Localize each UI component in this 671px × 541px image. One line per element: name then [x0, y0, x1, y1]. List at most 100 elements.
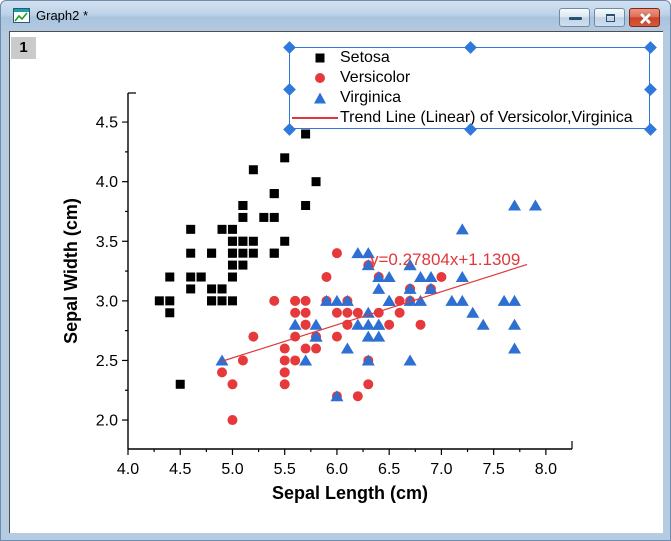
- data-point-versicolor[interactable]: [342, 307, 353, 318]
- data-point-setosa[interactable]: [227, 224, 237, 234]
- data-point-setosa[interactable]: [175, 379, 185, 389]
- data-point-setosa[interactable]: [217, 224, 227, 234]
- data-point-versicolor[interactable]: [300, 307, 311, 318]
- data-point-virginica[interactable]: [403, 354, 417, 366]
- data-point-virginica[interactable]: [351, 247, 365, 259]
- data-point-setosa[interactable]: [269, 189, 279, 199]
- data-point-virginica[interactable]: [372, 318, 386, 330]
- data-point-versicolor[interactable]: [331, 307, 342, 318]
- data-point-versicolor[interactable]: [300, 295, 311, 306]
- data-point-setosa[interactable]: [186, 248, 196, 258]
- x-axis-title[interactable]: Sepal Length (cm): [272, 483, 428, 503]
- data-point-versicolor[interactable]: [237, 355, 248, 366]
- data-point-setosa[interactable]: [196, 272, 206, 282]
- data-point-virginica[interactable]: [455, 271, 469, 283]
- data-point-versicolor[interactable]: [331, 331, 342, 342]
- data-point-virginica[interactable]: [309, 318, 323, 330]
- restore-button[interactable]: [594, 8, 625, 27]
- data-point-virginica[interactable]: [309, 330, 323, 342]
- data-point-setosa[interactable]: [311, 177, 321, 187]
- data-point-setosa[interactable]: [280, 153, 290, 163]
- data-point-virginica[interactable]: [424, 282, 438, 294]
- data-point-versicolor[interactable]: [352, 391, 363, 402]
- data-point-virginica[interactable]: [508, 318, 522, 330]
- data-point-versicolor[interactable]: [300, 343, 311, 354]
- data-point-virginica[interactable]: [351, 318, 365, 330]
- data-point-versicolor[interactable]: [279, 355, 290, 366]
- data-point-versicolor[interactable]: [394, 307, 405, 318]
- data-point-setosa[interactable]: [248, 236, 258, 246]
- data-point-setosa[interactable]: [217, 296, 227, 306]
- trend-equation-label[interactable]: y=0.27804x+1.1309: [370, 250, 521, 269]
- data-point-setosa[interactable]: [165, 308, 175, 318]
- data-point-virginica[interactable]: [403, 259, 417, 271]
- data-point-virginica[interactable]: [466, 306, 480, 318]
- data-point-virginica[interactable]: [414, 294, 428, 306]
- data-point-setosa[interactable]: [269, 212, 279, 222]
- data-point-virginica[interactable]: [361, 259, 375, 271]
- data-point-versicolor[interactable]: [290, 295, 301, 306]
- data-point-virginica[interactable]: [340, 342, 354, 354]
- data-point-virginica[interactable]: [319, 294, 333, 306]
- data-point-setosa[interactable]: [238, 248, 248, 258]
- data-point-virginica[interactable]: [361, 354, 375, 366]
- data-point-virginica[interactable]: [361, 318, 375, 330]
- minimize-button[interactable]: [559, 8, 590, 27]
- data-point-versicolor[interactable]: [363, 379, 374, 390]
- data-point-versicolor[interactable]: [331, 248, 342, 259]
- data-point-setosa[interactable]: [238, 212, 248, 222]
- data-point-setosa[interactable]: [238, 236, 248, 246]
- data-point-versicolor[interactable]: [279, 343, 290, 354]
- data-point-virginica[interactable]: [508, 342, 522, 354]
- data-point-setosa[interactable]: [207, 296, 217, 306]
- close-button[interactable]: [629, 8, 660, 27]
- data-point-setosa[interactable]: [301, 201, 311, 211]
- data-point-virginica[interactable]: [445, 294, 459, 306]
- data-point-versicolor[interactable]: [394, 295, 405, 306]
- data-point-versicolor[interactable]: [227, 379, 238, 390]
- data-point-virginica[interactable]: [361, 306, 375, 318]
- data-point-setosa[interactable]: [227, 248, 237, 258]
- data-point-virginica[interactable]: [476, 318, 490, 330]
- trend-line[interactable]: [221, 263, 528, 362]
- data-point-virginica[interactable]: [497, 294, 511, 306]
- data-point-virginica[interactable]: [330, 390, 344, 402]
- data-point-virginica[interactable]: [288, 318, 302, 330]
- data-point-virginica[interactable]: [455, 223, 469, 235]
- data-point-versicolor[interactable]: [217, 367, 228, 378]
- data-point-virginica[interactable]: [508, 294, 522, 306]
- data-point-virginica[interactable]: [382, 271, 396, 283]
- data-point-versicolor[interactable]: [279, 379, 290, 390]
- data-point-setosa[interactable]: [269, 248, 279, 258]
- data-point-setosa[interactable]: [227, 272, 237, 282]
- data-point-setosa[interactable]: [227, 296, 237, 306]
- data-point-virginica[interactable]: [299, 354, 313, 366]
- data-point-virginica[interactable]: [361, 330, 375, 342]
- data-point-virginica[interactable]: [215, 354, 229, 366]
- data-point-setosa[interactable]: [207, 284, 217, 294]
- data-point-setosa[interactable]: [207, 248, 217, 258]
- legend[interactable]: Setosa Versicolor Virginica Trend Line (…: [283, 41, 657, 136]
- data-point-versicolor[interactable]: [311, 343, 322, 354]
- data-point-virginica[interactable]: [372, 271, 386, 283]
- data-point-virginica[interactable]: [455, 294, 469, 306]
- data-point-setosa[interactable]: [280, 236, 290, 246]
- data-point-versicolor[interactable]: [248, 331, 259, 342]
- data-point-versicolor[interactable]: [436, 272, 447, 283]
- data-point-setosa[interactable]: [217, 284, 227, 294]
- data-point-virginica[interactable]: [340, 294, 354, 306]
- data-point-virginica[interactable]: [382, 294, 396, 306]
- data-point-setosa[interactable]: [165, 296, 175, 306]
- data-point-versicolor[interactable]: [352, 307, 363, 318]
- data-point-setosa[interactable]: [186, 284, 196, 294]
- data-point-virginica[interactable]: [414, 271, 428, 283]
- data-point-setosa[interactable]: [248, 165, 258, 175]
- data-point-virginica[interactable]: [361, 247, 375, 259]
- data-point-virginica[interactable]: [508, 199, 522, 211]
- data-point-virginica[interactable]: [372, 282, 386, 294]
- data-point-setosa[interactable]: [238, 260, 248, 270]
- data-point-versicolor[interactable]: [227, 415, 238, 426]
- layer-1-badge[interactable]: 1: [11, 37, 36, 59]
- data-point-setosa[interactable]: [248, 248, 258, 258]
- data-point-setosa[interactable]: [165, 272, 175, 282]
